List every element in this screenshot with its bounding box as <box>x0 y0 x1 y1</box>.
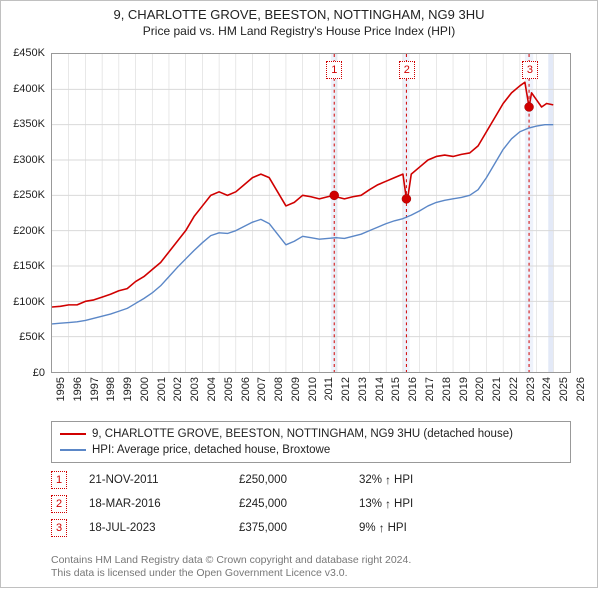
x-tick-label: 2011 <box>323 377 335 407</box>
chart-title: 9, CHARLOTTE GROVE, BEESTON, NOTTINGHAM,… <box>1 7 597 22</box>
x-tick-label: 2006 <box>240 377 252 407</box>
x-tick-label: 2019 <box>458 377 470 407</box>
y-tick-label: £450K <box>1 47 45 59</box>
sale-date: 18-JUL-2023 <box>89 522 239 534</box>
x-tick-label: 2004 <box>206 377 218 407</box>
plot-area <box>51 53 571 373</box>
y-tick-label: £250K <box>1 189 45 201</box>
sale-price: £245,000 <box>239 498 359 510</box>
x-tick-label: 2010 <box>307 377 319 407</box>
y-tick-label: £350K <box>1 118 45 130</box>
sale-row-1: 1 21-NOV-2011£250,00032% ↑ HPI <box>51 468 571 492</box>
x-tick-label: 2014 <box>374 377 386 407</box>
x-tick-label: 1998 <box>105 377 117 407</box>
x-tick-label: 1997 <box>89 377 101 407</box>
x-tick-label: 2018 <box>441 377 453 407</box>
x-tick-label: 2009 <box>290 377 302 407</box>
arrow-up-icon: ↑ <box>379 522 385 534</box>
sale-date: 21-NOV-2011 <box>89 474 239 486</box>
x-tick-label: 2025 <box>558 377 570 407</box>
sale-price: £375,000 <box>239 522 359 534</box>
footnote-line1: Contains HM Land Registry data © Crown c… <box>51 554 411 566</box>
x-tick-label: 2023 <box>525 377 537 407</box>
sale-date: 18-MAR-2016 <box>89 498 239 510</box>
sale-marker-box: 3 <box>51 519 67 537</box>
y-tick-label: £300K <box>1 154 45 166</box>
chart-subtitle: Price paid vs. HM Land Registry's House … <box>1 24 597 38</box>
x-tick-label: 2022 <box>508 377 520 407</box>
y-tick-label: £200K <box>1 225 45 237</box>
legend-swatch-hpi <box>60 449 86 451</box>
x-tick-label: 2007 <box>256 377 268 407</box>
legend-label-price-paid: 9, CHARLOTTE GROVE, BEESTON, NOTTINGHAM,… <box>92 428 513 440</box>
y-tick-label: £0 <box>1 367 45 379</box>
y-tick-label: £50K <box>1 331 45 343</box>
x-tick-label: 1995 <box>55 377 67 407</box>
legend-label-hpi: HPI: Average price, detached house, Brox… <box>92 444 330 456</box>
sale-marker-box: 2 <box>51 495 67 513</box>
sale-marker-2: 2 <box>399 61 415 79</box>
footnote-line2: This data is licensed under the Open Gov… <box>51 567 348 579</box>
x-tick-label: 2012 <box>340 377 352 407</box>
x-tick-label: 2020 <box>474 377 486 407</box>
footnote: Contains HM Land Registry data © Crown c… <box>51 554 571 581</box>
x-tick-label: 2000 <box>139 377 151 407</box>
x-tick-label: 1996 <box>72 377 84 407</box>
arrow-up-icon: ↑ <box>385 498 391 510</box>
x-tick-label: 2017 <box>424 377 436 407</box>
sale-marker-3: 3 <box>522 61 538 79</box>
y-tick-label: £400K <box>1 83 45 95</box>
chart-container: 9, CHARLOTTE GROVE, BEESTON, NOTTINGHAM,… <box>0 0 598 588</box>
sale-row-2: 2 18-MAR-2016£245,00013% ↑ HPI <box>51 492 571 516</box>
x-tick-label: 2002 <box>172 377 184 407</box>
x-tick-label: 2021 <box>491 377 503 407</box>
arrow-up-icon: ↑ <box>385 474 391 486</box>
sale-row-3: 3 18-JUL-2023£375,0009% ↑ HPI <box>51 516 571 540</box>
x-tick-label: 2005 <box>223 377 235 407</box>
x-tick-label: 2015 <box>390 377 402 407</box>
y-tick-label: £100K <box>1 296 45 308</box>
chart-svg <box>52 54 570 372</box>
x-tick-label: 2001 <box>156 377 168 407</box>
y-tick-label: £150K <box>1 260 45 272</box>
x-tick-label: 2016 <box>407 377 419 407</box>
legend-row-price-paid: 9, CHARLOTTE GROVE, BEESTON, NOTTINGHAM,… <box>60 426 562 442</box>
sale-pct: 13% ↑ HPI <box>359 498 413 510</box>
title-block: 9, CHARLOTTE GROVE, BEESTON, NOTTINGHAM,… <box>1 1 597 38</box>
sales-table: 1 21-NOV-2011£250,00032% ↑ HPI 2 18-MAR-201… <box>51 468 571 540</box>
sale-pct: 9% ↑ HPI <box>359 522 407 534</box>
legend-row-hpi: HPI: Average price, detached house, Brox… <box>60 442 562 458</box>
x-tick-label: 2008 <box>273 377 285 407</box>
sale-pct: 32% ↑ HPI <box>359 474 413 486</box>
x-tick-label: 2003 <box>189 377 201 407</box>
legend-swatch-price-paid <box>60 433 86 435</box>
sale-marker-1: 1 <box>326 61 342 79</box>
x-tick-label: 2013 <box>357 377 369 407</box>
x-tick-label: 1999 <box>122 377 134 407</box>
x-tick-label: 2026 <box>575 377 587 407</box>
x-tick-label: 2024 <box>541 377 553 407</box>
legend: 9, CHARLOTTE GROVE, BEESTON, NOTTINGHAM,… <box>51 421 571 463</box>
sale-marker-box: 1 <box>51 471 67 489</box>
sale-price: £250,000 <box>239 474 359 486</box>
